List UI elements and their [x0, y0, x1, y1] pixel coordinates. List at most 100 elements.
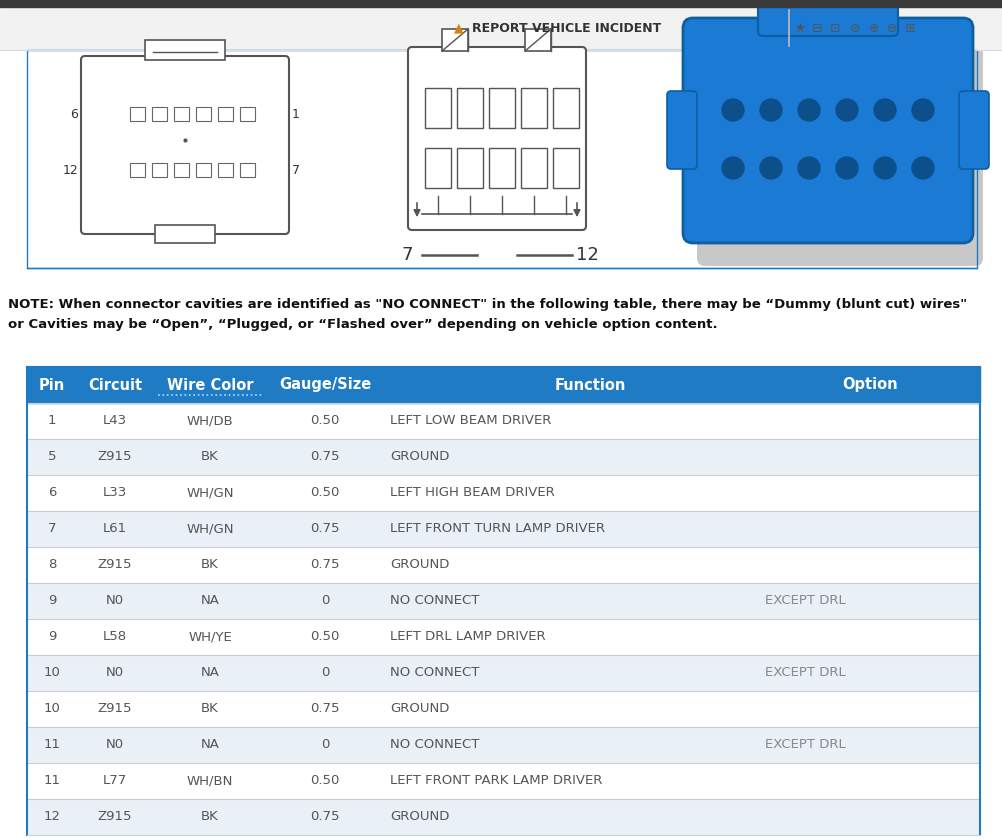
Text: 11: 11 — [43, 738, 60, 752]
Text: LEFT LOW BEAM DRIVER: LEFT LOW BEAM DRIVER — [390, 414, 551, 428]
Text: 10: 10 — [43, 702, 60, 716]
Text: 10: 10 — [43, 666, 60, 680]
Text: ⊡: ⊡ — [829, 22, 840, 34]
Text: GROUND: GROUND — [390, 702, 449, 716]
Text: NO CONNECT: NO CONNECT — [390, 666, 479, 680]
Text: BK: BK — [201, 702, 218, 716]
Text: Z915: Z915 — [97, 811, 132, 823]
FancyBboxPatch shape — [958, 91, 988, 169]
Text: L58: L58 — [103, 631, 127, 643]
Circle shape — [911, 99, 933, 121]
Bar — [155, 225, 214, 243]
Text: BK: BK — [201, 811, 218, 823]
Text: 6: 6 — [70, 108, 78, 120]
Text: N0: N0 — [106, 595, 124, 607]
Text: NOTE: When connector cavities are identified as "NO CONNECT" in the following ta: NOTE: When connector cavities are identi… — [8, 298, 966, 311]
Bar — [239, 107, 255, 121]
Text: or Cavities may be “Open”, “Plugged, or “Flashed over” depending on vehicle opti: or Cavities may be “Open”, “Plugged, or … — [8, 318, 716, 331]
Text: 0: 0 — [321, 738, 329, 752]
Circle shape — [873, 157, 895, 179]
Text: Pin: Pin — [39, 377, 65, 392]
Text: 0: 0 — [321, 595, 329, 607]
Text: ▲: ▲ — [454, 22, 463, 34]
Text: BK: BK — [201, 450, 218, 464]
Text: GROUND: GROUND — [390, 450, 449, 464]
Bar — [239, 163, 255, 177]
Bar — [27, 763, 979, 799]
Text: ⊟: ⊟ — [811, 22, 822, 34]
Text: Function: Function — [554, 377, 625, 392]
Text: BK: BK — [201, 559, 218, 571]
Bar — [552, 148, 578, 188]
Circle shape — [911, 157, 933, 179]
Text: ⊘: ⊘ — [849, 22, 860, 34]
Text: 0.75: 0.75 — [310, 811, 340, 823]
Bar — [195, 163, 210, 177]
Bar — [27, 727, 979, 763]
Bar — [27, 799, 979, 835]
Text: L77: L77 — [103, 774, 127, 788]
Text: NA: NA — [200, 595, 219, 607]
FancyBboxPatch shape — [408, 47, 585, 230]
Bar — [442, 29, 468, 51]
Bar — [217, 163, 232, 177]
Text: ⊞: ⊞ — [904, 22, 915, 34]
Text: LEFT HIGH BEAM DRIVER: LEFT HIGH BEAM DRIVER — [390, 486, 554, 500]
Text: 0.50: 0.50 — [310, 486, 340, 500]
Bar — [173, 163, 188, 177]
Text: 1: 1 — [292, 108, 300, 120]
Text: L61: L61 — [103, 522, 127, 536]
Text: 0.75: 0.75 — [310, 559, 340, 571]
FancyBboxPatch shape — [81, 56, 289, 234]
Bar — [27, 547, 979, 583]
Text: Z915: Z915 — [97, 450, 132, 464]
Text: 0.75: 0.75 — [310, 522, 340, 536]
Text: N0: N0 — [106, 666, 124, 680]
Bar — [27, 50, 976, 268]
Bar — [152, 163, 167, 177]
Text: WH/GN: WH/GN — [186, 486, 233, 500]
Bar — [27, 403, 979, 439]
Circle shape — [760, 157, 782, 179]
Text: 7: 7 — [48, 522, 56, 536]
Text: 6: 6 — [48, 486, 56, 500]
Text: NO CONNECT: NO CONNECT — [390, 738, 479, 752]
Text: 0.50: 0.50 — [310, 774, 340, 788]
FancyBboxPatch shape — [666, 91, 696, 169]
FancyBboxPatch shape — [758, 0, 897, 36]
Text: Gauge/Size: Gauge/Size — [279, 377, 371, 392]
Text: WH/GN: WH/GN — [186, 522, 233, 536]
Bar — [27, 367, 979, 403]
Text: WH/DB: WH/DB — [186, 414, 233, 428]
Text: Z915: Z915 — [97, 702, 132, 716]
Bar — [0, 0, 1002, 7]
Text: 12: 12 — [62, 164, 78, 176]
Circle shape — [721, 157, 743, 179]
Text: 0.75: 0.75 — [310, 450, 340, 464]
Circle shape — [873, 99, 895, 121]
Text: 12: 12 — [575, 246, 598, 264]
Text: NO CONNECT: NO CONNECT — [390, 595, 479, 607]
Bar — [489, 148, 514, 188]
Text: L43: L43 — [103, 414, 127, 428]
Bar — [27, 475, 979, 511]
FancyBboxPatch shape — [682, 18, 972, 243]
Text: N0: N0 — [106, 738, 124, 752]
Text: WH/BN: WH/BN — [186, 774, 232, 788]
Text: 11: 11 — [43, 774, 60, 788]
Text: 1: 1 — [48, 414, 56, 428]
Text: 0: 0 — [321, 666, 329, 680]
Text: GROUND: GROUND — [390, 559, 449, 571]
Bar — [173, 107, 188, 121]
Bar — [27, 655, 979, 691]
Bar — [520, 148, 546, 188]
Bar — [27, 439, 979, 475]
Circle shape — [721, 99, 743, 121]
Circle shape — [798, 99, 820, 121]
Bar — [27, 511, 979, 547]
Bar — [27, 50, 976, 268]
Bar — [457, 148, 483, 188]
Circle shape — [760, 99, 782, 121]
Text: EXCEPT DRL: EXCEPT DRL — [765, 738, 845, 752]
Text: EXCEPT DRL: EXCEPT DRL — [765, 595, 845, 607]
